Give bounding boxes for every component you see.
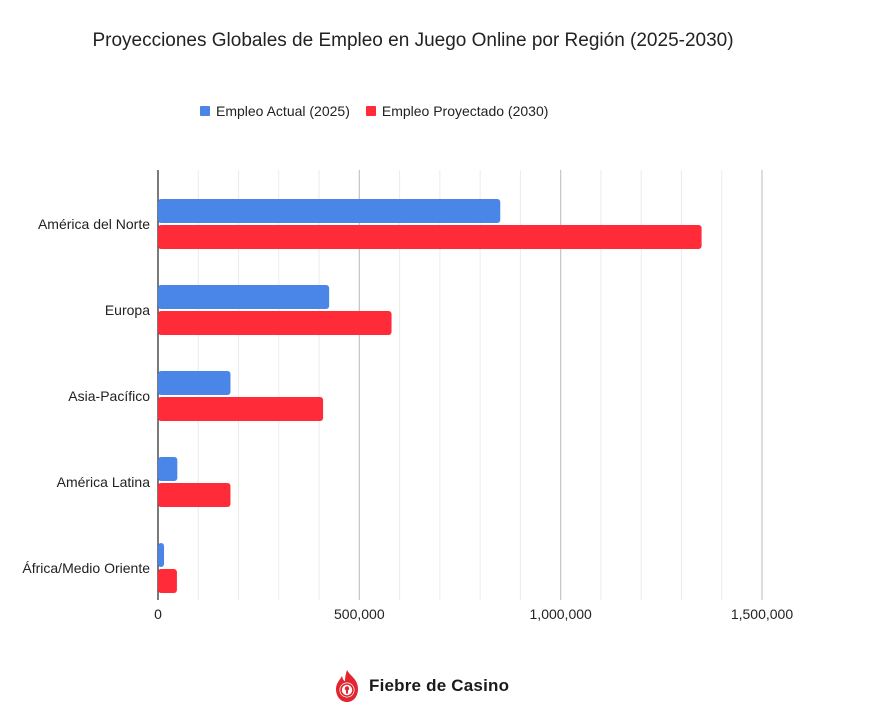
x-tick-label: 1,000,000	[530, 606, 592, 622]
category-label: América Latina	[57, 474, 151, 490]
category-label: América del Norte	[38, 216, 150, 232]
category-label: Europa	[105, 302, 150, 318]
bar-proyectado	[158, 397, 324, 421]
x-tick-label: 0	[154, 606, 162, 622]
x-tick-label: 500,000	[334, 606, 385, 622]
flame-logo-icon	[336, 670, 358, 702]
bar-proyectado	[158, 311, 392, 335]
footer-logo: Fiebre de Casino	[331, 668, 509, 704]
legend-label-actual: Empleo Actual (2025)	[216, 103, 350, 119]
bar-proyectado	[158, 225, 702, 249]
bar-actual	[158, 543, 165, 567]
legend-item-proyectado: Empleo Proyectado (2030)	[365, 103, 549, 119]
category-label: África/Medio Oriente	[22, 560, 150, 576]
chart-title: Proyecciones Globales de Empleo en Juego…	[92, 30, 734, 51]
bar-actual	[158, 371, 231, 395]
legend-item-actual: Empleo Actual (2025)	[200, 103, 350, 119]
legend-swatch-proyectado	[365, 106, 376, 116]
category-label: Asia-Pacífico	[68, 388, 150, 404]
chart-legend: Empleo Actual (2025) Empleo Proyectado (…	[200, 103, 564, 119]
bar-proyectado	[158, 483, 231, 507]
footer-brand: Fiebre de Casino	[369, 676, 510, 695]
bar-proyectado	[158, 569, 177, 593]
legend-swatch-actual	[200, 106, 210, 116]
bar-actual	[158, 199, 501, 223]
x-tick-label: 1,500,000	[731, 606, 793, 622]
bar-actual	[158, 457, 178, 481]
legend-label-proyectado: Empleo Proyectado (2030)	[381, 103, 549, 119]
bar-actual	[158, 285, 330, 309]
